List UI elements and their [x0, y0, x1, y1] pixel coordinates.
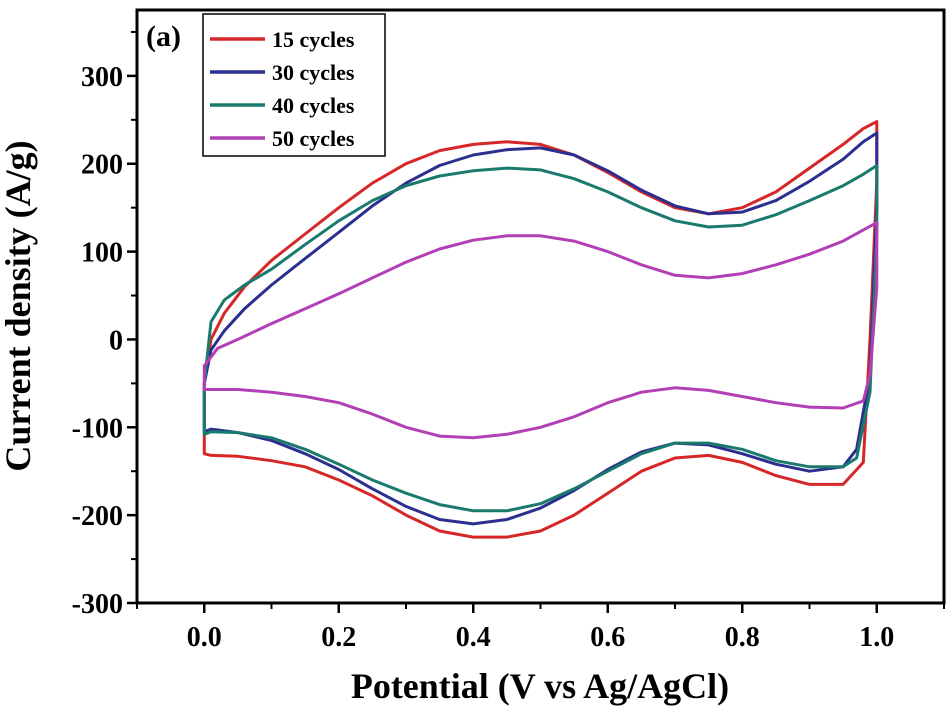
y-tick-label: -100 [72, 413, 123, 444]
y-tick-label: 0 [109, 325, 123, 356]
x-tick-label: 0.4 [456, 622, 491, 653]
x-tick-label: 0.0 [187, 622, 222, 653]
legend-label: 15 cycles [272, 27, 355, 52]
series-line-4 [202, 221, 879, 440]
x-tick-label: 0.2 [321, 622, 356, 653]
panel-label: (a) [146, 20, 181, 53]
x-axis-label: Potential (V vs Ag/AgCl) [351, 666, 729, 706]
x-tick-label: 0.6 [590, 622, 625, 653]
y-axis-ticks: -300 -200 -100 0 100 200 300 [72, 30, 137, 620]
series-line-3 [202, 164, 879, 513]
legend-label: 40 cycles [272, 93, 355, 118]
y-tick-label: 300 [81, 62, 123, 93]
y-tick-label: -300 [72, 589, 123, 620]
legend: 15 cycles 30 cycles 40 cycles 50 cycles [202, 13, 386, 157]
y-axis-label: Current density (A/g) [0, 140, 38, 471]
curves [202, 120, 879, 539]
y-tick-label: 100 [81, 238, 123, 269]
x-axis-ticks: 0.0 0.2 0.4 0.6 0.8 1.0 [136, 603, 945, 653]
y-tick-label: -200 [72, 501, 123, 532]
series-line-1 [202, 120, 879, 539]
x-tick-label: 0.8 [725, 622, 760, 653]
x-tick-label: 1.0 [859, 622, 894, 653]
legend-label: 30 cycles [272, 60, 355, 85]
y-tick-label: 200 [81, 150, 123, 181]
legend-label: 50 cycles [272, 126, 355, 151]
